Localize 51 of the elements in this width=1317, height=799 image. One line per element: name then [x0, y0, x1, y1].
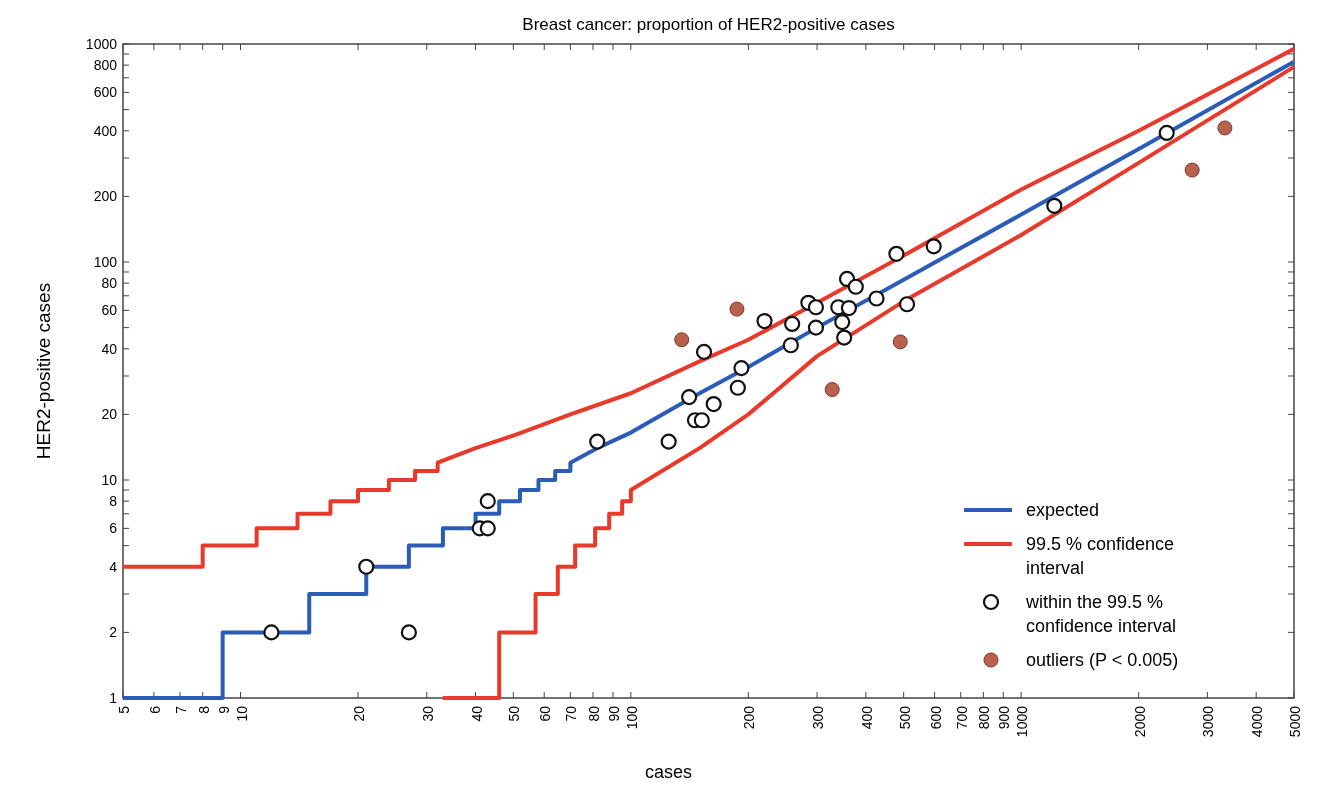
y-tick-label: 1: [109, 690, 118, 706]
x-tick-label: 40: [468, 705, 485, 722]
y-tick-label: 2: [109, 624, 118, 641]
x-tick-label: 400: [858, 705, 875, 730]
x-tick-label: 10: [233, 705, 250, 722]
y-tick-label: 8: [109, 493, 118, 510]
x-tick-label: 600: [927, 705, 944, 730]
y-tick-label: 10: [101, 472, 118, 488]
x-tick-label: 60: [537, 705, 554, 722]
chart-title: Breast cancer: proportion of HER2-positive cases: [522, 15, 895, 34]
y-tick-label: 40: [101, 340, 118, 357]
y-axis-title: HER2-positive cases: [33, 282, 54, 460]
x-tick-label: 900: [996, 705, 1013, 730]
x-tick-label: 80: [586, 705, 603, 722]
y-tick-label: 100: [93, 254, 118, 270]
y-tick-label: 80: [101, 275, 118, 292]
x-axis-title: cases: [644, 762, 693, 782]
x-tick-label: 30: [419, 705, 436, 722]
x-tick-label: 800: [976, 705, 993, 730]
x-tick-label: 20: [351, 705, 367, 722]
y-tick-label: 20: [101, 406, 118, 423]
x-tick-label: 8: [195, 705, 212, 714]
x-tick-label: 90: [605, 705, 622, 722]
y-tick-label: 1000: [85, 36, 118, 52]
y-tick-label: 200: [93, 188, 118, 205]
x-tick-label: 6: [146, 705, 163, 714]
legend-label: expected: [1026, 500, 1100, 520]
legend-label: outliers (P < 0.005): [1026, 650, 1179, 670]
x-tick-label: 2000: [1131, 705, 1148, 738]
x-tick-label: 5000: [1287, 705, 1303, 738]
x-tick-label: 4000: [1249, 705, 1266, 738]
y-tick-label: 400: [93, 122, 118, 139]
x-tick-label: 70: [563, 705, 580, 722]
y-tick-label: 6: [109, 520, 118, 537]
x-tick-label: 3000: [1200, 705, 1217, 738]
x-tick-label: 1000: [1014, 705, 1031, 738]
x-tick-label: 9: [215, 705, 232, 714]
x-tick-label: 500: [896, 705, 913, 730]
y-tick-label: 600: [93, 84, 118, 101]
x-tick-label: 5: [116, 705, 132, 714]
legend-label: within the 99.5 % confidence interval: [1025, 592, 1177, 636]
x-tick-label: 700: [953, 705, 970, 730]
legend-label: 99.5 % confidence interval: [1026, 534, 1175, 578]
y-tick-label: 60: [101, 302, 118, 319]
x-tick-label: 200: [741, 705, 758, 730]
y-tick-label: 800: [93, 57, 118, 74]
x-tick-label: 50: [506, 705, 523, 722]
x-tick-label: 7: [173, 705, 190, 714]
y-tick-label: 4: [109, 558, 118, 575]
x-tick-label: 300: [810, 705, 827, 730]
x-tick-label: 100: [623, 705, 640, 730]
